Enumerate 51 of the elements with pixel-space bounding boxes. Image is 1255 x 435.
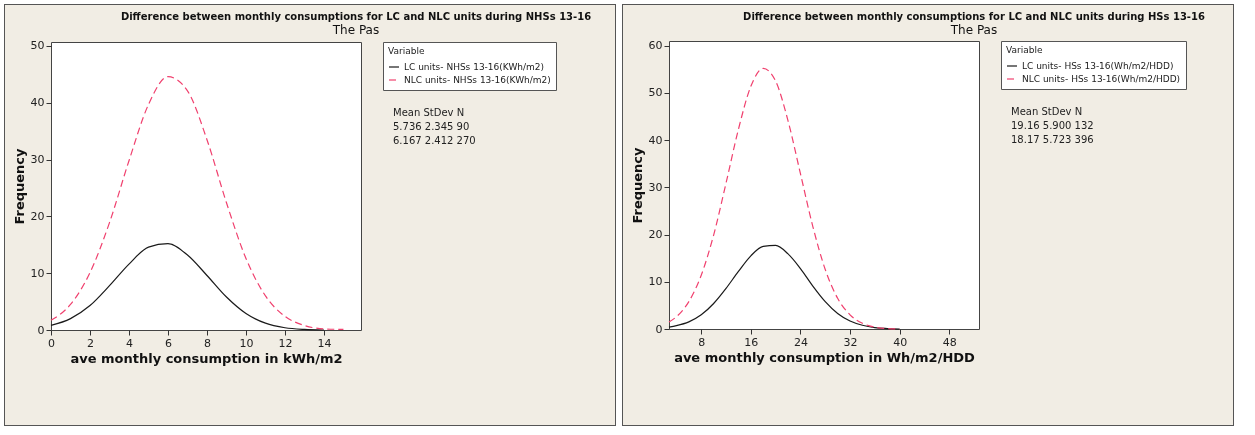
- text: 19.16 5.900 132: [1011, 120, 1094, 131]
- x-tick-label: 4: [125, 336, 133, 350]
- x-tick-label: 2: [86, 336, 94, 350]
- x-tick-label: 10: [239, 336, 254, 350]
- x-tick-label: 48: [942, 335, 957, 349]
- text: Mean StDev N: [393, 107, 465, 118]
- y-tick-label: 30: [648, 180, 663, 194]
- x-tick-label: 40: [893, 335, 908, 349]
- x-axis-title: ave monthly consumption in Wh/m2/HDD: [674, 349, 976, 365]
- legend-label: LC units- NHSs 13-16(KWh/m2): [404, 62, 545, 72]
- x-tick-label: 16: [744, 335, 759, 349]
- y-tick-label: 50: [648, 86, 663, 100]
- x-tick-label: 14: [317, 336, 332, 350]
- line-series: [50, 76, 345, 331]
- line-series: [668, 67, 901, 330]
- y-tick-label: 30: [30, 153, 45, 167]
- line-series: [668, 244, 901, 330]
- y-axis-title: Frequency: [11, 147, 27, 225]
- x-tick-label: 24: [793, 335, 808, 349]
- chart-subtitle: The Pas: [331, 22, 380, 37]
- y-tick-label: 40: [30, 96, 45, 110]
- x-tick-label: 8: [203, 336, 211, 350]
- y-axis-title: Frequency: [629, 146, 645, 224]
- x-tick-label: 0: [48, 336, 55, 350]
- legend-label: LC units- HSs 13-16(Wh/m2/HDD): [1022, 61, 1174, 71]
- legend-title: Variable: [388, 46, 425, 56]
- legend-label: NLC units- NHSs 13-16(KWh/m2): [404, 75, 551, 85]
- y-tick-label: 60: [648, 39, 663, 53]
- x-tick-label: 32: [843, 335, 858, 349]
- x-tick-label: 6: [164, 336, 172, 350]
- y-tick-label: 20: [30, 209, 45, 223]
- text: 18.17 5.723 396: [1011, 134, 1094, 145]
- text: 6.167 2.412 270: [393, 135, 476, 146]
- y-tick-label: 0: [655, 322, 663, 336]
- text: Mean StDev N: [1011, 106, 1083, 117]
- chart-subtitle: The Pas: [949, 22, 998, 37]
- y-tick-label: 10: [648, 275, 663, 289]
- legend-title: Variable: [1006, 45, 1043, 55]
- line-series: [50, 243, 325, 331]
- x-tick-label: 12: [278, 336, 293, 350]
- y-tick-label: 0: [37, 323, 45, 337]
- y-tick-label: 40: [648, 133, 663, 147]
- chart-title: Difference between monthly consumptions for LC and NLC units during HSs 13-16: [743, 10, 1205, 22]
- x-tick-label: 8: [698, 335, 706, 349]
- chart-title: Difference between monthly consumptions for LC and NLC units during NHSs 13-16: [120, 10, 592, 22]
- y-tick-label: 20: [648, 228, 663, 242]
- y-tick-label: 50: [30, 39, 45, 53]
- text: 5.736 2.345 90: [393, 121, 470, 132]
- x-axis-title: ave monthly consumption in kWh/m2: [70, 350, 343, 366]
- y-tick-label: 10: [30, 266, 45, 280]
- legend-label: NLC units- HSs 13-16(Wh/m2/HDD): [1022, 74, 1181, 84]
